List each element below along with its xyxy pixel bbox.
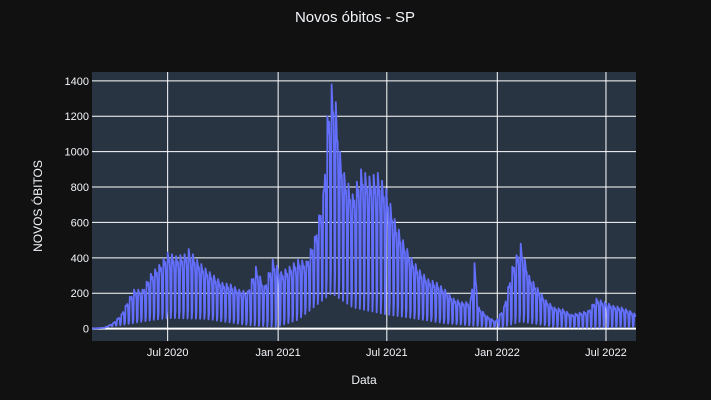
y-axis-title: NOVOS ÓBITOS	[30, 160, 45, 252]
chart-title: Novos óbitos - SP	[295, 9, 415, 26]
x-axis-ticks: Jul 2020 Jan 2021 Jul 2021 Jan 2022 Jul 2022	[147, 347, 627, 359]
gridlines	[92, 72, 636, 341]
y-tick-label: 1400	[65, 76, 89, 88]
x-tick-label: Jul 2022	[585, 347, 627, 359]
x-tick-label: Jul 2020	[147, 347, 189, 359]
series-layer	[91, 83, 637, 330]
y-tick-label: 200	[71, 288, 89, 300]
x-axis-title: Data	[351, 373, 377, 387]
y-tick-label: 800	[71, 182, 89, 194]
series-line	[91, 83, 637, 330]
y-tick-label: 1000	[65, 147, 89, 159]
y-tick-label: 0	[83, 324, 89, 336]
y-axis-ticks: 0 200 400 600 800 1000 1200 1400	[65, 76, 89, 336]
y-tick-label: 600	[71, 217, 89, 229]
y-tick-label: 1200	[65, 111, 89, 123]
x-tick-label: Jan 2021	[256, 347, 301, 359]
x-tick-label: Jul 2021	[366, 347, 408, 359]
x-tick-label: Jan 2022	[475, 347, 520, 359]
y-tick-label: 400	[71, 253, 89, 265]
